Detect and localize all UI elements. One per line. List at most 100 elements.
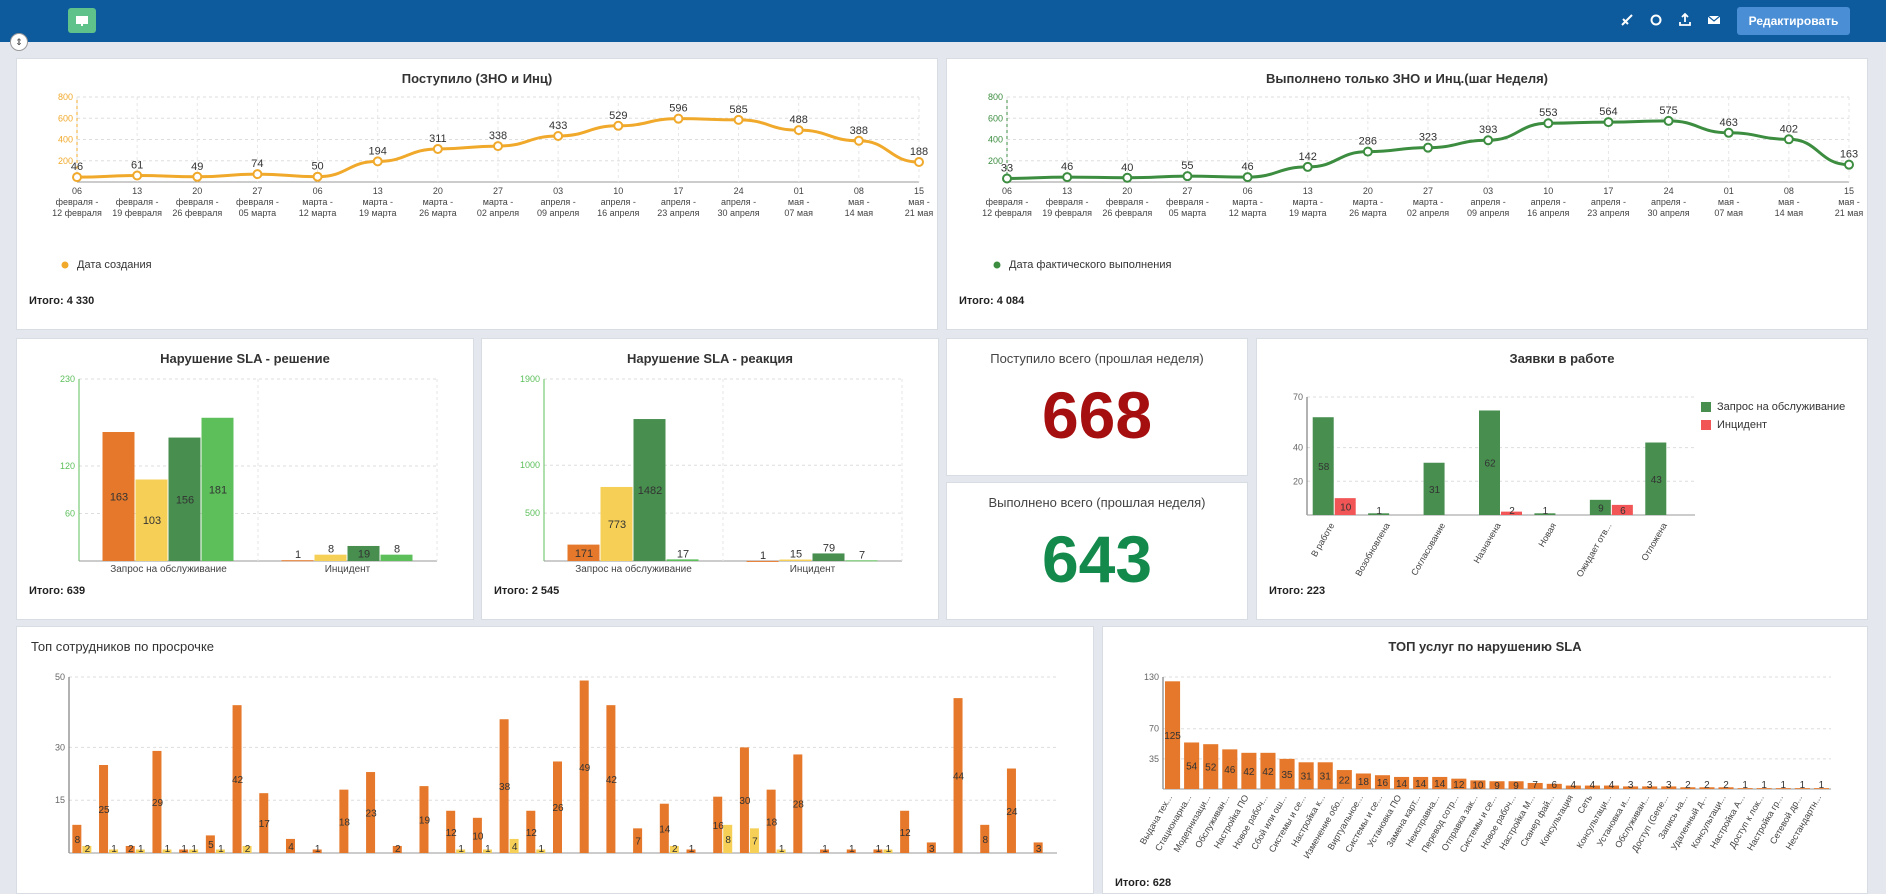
legend[interactable]: Дата создания: [59, 259, 152, 271]
data-point: [1362, 146, 1373, 157]
y-tick-label: 500: [525, 508, 540, 518]
bar: [600, 486, 633, 561]
kpi-label: Поступило всего (прошлая неделя): [990, 351, 1204, 366]
x-tick-label: Назначена: [1472, 521, 1503, 565]
clear-filter-icon[interactable]: [1619, 12, 1635, 28]
data-label: 43: [1651, 475, 1663, 486]
data-label: 163: [1840, 149, 1858, 161]
x-tick-label: 10 апреля -16 апреля: [1527, 186, 1569, 218]
data-label: 2: [1685, 780, 1691, 791]
mail-icon[interactable]: [1706, 12, 1722, 28]
legend-item[interactable]: Запрос на обслуживание: [1701, 401, 1845, 413]
bar: [135, 479, 168, 561]
data-label: 2: [395, 844, 401, 855]
legend-swatch: [1701, 420, 1711, 430]
refresh-icon[interactable]: [1648, 12, 1664, 28]
export-icon[interactable]: [1677, 12, 1693, 28]
x-tick-label: 03 апреля -09 апреля: [537, 186, 579, 218]
data-label: 1: [485, 844, 491, 855]
data-label: 79: [823, 542, 835, 554]
data-label: 8: [75, 835, 81, 846]
x-tick-label: 15 мая -21 мая: [905, 186, 934, 218]
bar: [312, 849, 322, 853]
bar: [779, 559, 812, 561]
card-title: Поступило (ЗНО и Инц): [401, 71, 553, 86]
card-completed: Выполнено только ЗНО и Инц.(шаг Неделя) …: [946, 58, 1868, 330]
bar: [1508, 781, 1524, 789]
bar: [723, 824, 733, 853]
bar: [1298, 762, 1314, 789]
data-label: 564: [1599, 106, 1617, 118]
card-kpi-done: Выполнено всего (прошлая неделя) 643: [946, 482, 1248, 620]
x-tick-label: 06 марта -12 марта: [299, 186, 337, 218]
data-label: 6: [1620, 506, 1626, 517]
data-label: 58: [1318, 462, 1330, 473]
legend[interactable]: Дата фактического выполнения: [991, 259, 1171, 271]
data-label: 402: [1780, 123, 1798, 135]
bar: [109, 849, 119, 853]
data-label: 17: [677, 548, 689, 560]
data-label: 1: [165, 844, 171, 855]
data-label: 2: [1723, 780, 1729, 791]
card-sla-solution: Нарушение SLA - решение 60 120 230 Запрос н…: [16, 338, 474, 620]
bar: [419, 786, 429, 853]
data-label: 7: [1532, 780, 1538, 791]
data-label: 10: [1472, 781, 1484, 792]
data-label: 31: [1429, 485, 1441, 496]
bar: [713, 796, 723, 853]
collapse-toggle-icon[interactable]: ⇕: [10, 33, 28, 51]
bar: [72, 824, 82, 853]
data-label: 1: [1781, 780, 1787, 791]
bar: [168, 437, 201, 561]
data-label: 2: [1509, 506, 1515, 517]
bar: [82, 845, 92, 853]
bar: [482, 849, 492, 853]
data-label: 4: [1571, 780, 1577, 791]
card-total: Итого: 628: [1115, 877, 1172, 889]
card-total: Итого: 2 545: [494, 585, 560, 597]
bar: [1413, 776, 1429, 789]
bar: [1222, 749, 1238, 789]
data-label: 16: [1377, 778, 1389, 789]
presentation-icon[interactable]: [68, 8, 96, 33]
x-tick-label: 20 марта -26 марта: [419, 186, 457, 218]
bar: [1489, 781, 1505, 789]
y-tick-label: 1900: [520, 374, 540, 384]
bar: [1432, 776, 1448, 789]
bar: [1394, 776, 1410, 789]
legend-item[interactable]: Инцидент: [1701, 419, 1767, 431]
data-point: [372, 156, 383, 167]
data-label: 30: [739, 796, 751, 807]
x-tick-label: 20 февраля -26 февраля: [172, 186, 222, 218]
data-label: 33: [1001, 162, 1013, 174]
x-tick-label: 27 марта -02 апреля: [477, 186, 519, 218]
bar: [812, 553, 845, 561]
legend-label: Инцидент: [1717, 419, 1768, 431]
data-label: 311: [429, 133, 447, 145]
data-label: 17: [259, 819, 271, 830]
kpi-label: Выполнено всего (прошлая неделя): [988, 495, 1206, 510]
edit-button[interactable]: Редактировать: [1737, 7, 1850, 35]
legend-swatch: [1701, 402, 1711, 412]
data-label: 3: [1666, 780, 1672, 791]
data-label: 156: [176, 494, 194, 506]
data-label: 31: [1320, 772, 1332, 783]
bar: [1680, 787, 1696, 789]
bar: [1501, 511, 1522, 515]
data-label: 8: [394, 544, 400, 556]
data-label: 54: [1186, 762, 1198, 773]
x-tick-label: Сеть: [1575, 793, 1594, 816]
data-label: 28: [793, 800, 805, 811]
data-label: 9: [1494, 781, 1500, 792]
data-label: 74: [251, 158, 263, 170]
bar: [1546, 783, 1562, 789]
x-tick-label: 10 апреля -16 апреля: [597, 186, 639, 218]
data-label: 1: [1742, 780, 1748, 791]
x-tick-label: 01 мая -07 мая: [784, 186, 813, 218]
data-label: 125: [1164, 731, 1181, 742]
card-kpi-received: Поступило всего (прошлая неделя) 668: [946, 338, 1248, 476]
data-label: 15: [790, 549, 802, 561]
bar: [1661, 786, 1677, 789]
card-top-services: ТОП услуг по нарушению SLA 35 70 130 125 Выд…: [1102, 626, 1868, 894]
